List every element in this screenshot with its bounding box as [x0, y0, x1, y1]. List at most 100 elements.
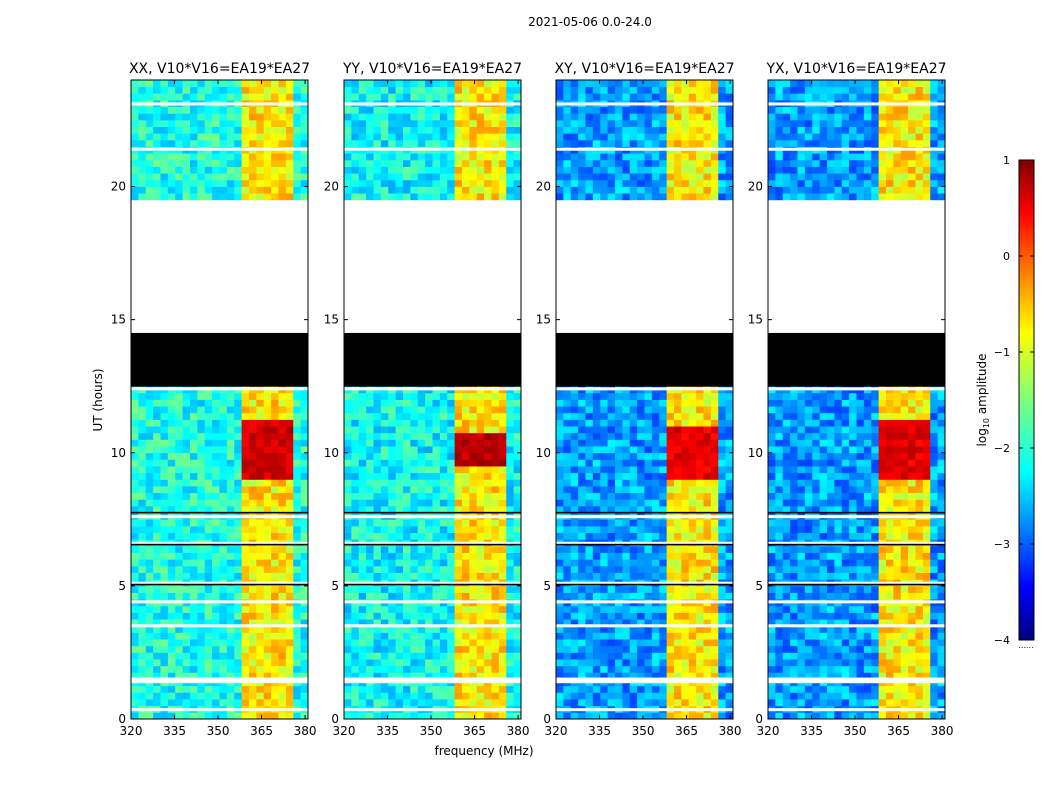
heatmap-cell	[688, 119, 697, 127]
heatmap-cell	[615, 552, 623, 560]
heatmap-cell	[644, 525, 653, 534]
heatmap-cell	[688, 532, 697, 540]
heatmap-cell	[447, 499, 456, 507]
heatmap-cell	[439, 632, 448, 640]
heatmap-cell	[688, 692, 697, 700]
heatmap-cell	[615, 659, 623, 667]
heatmap-cell	[241, 492, 250, 500]
heatmap-cell	[637, 712, 645, 720]
heatmap-cell	[718, 426, 727, 434]
heatmap-cell	[403, 492, 411, 500]
heatmap-cell	[651, 605, 660, 613]
heatmap-cell	[153, 592, 161, 600]
heatmap-cell	[681, 93, 690, 101]
heatmap-cell	[293, 173, 302, 181]
heatmap-cell	[454, 645, 463, 653]
heatmap-cell	[666, 685, 675, 693]
heatmap-cell	[447, 439, 456, 447]
heatmap-cell	[688, 432, 697, 440]
heatmap-cell	[410, 605, 419, 613]
heatmap-cell	[190, 565, 198, 573]
heatmap-cell	[278, 106, 287, 114]
heatmap-cell	[498, 139, 507, 147]
heatmap-cell	[197, 692, 206, 700]
heatmap-cell	[629, 585, 638, 593]
heatmap-cell	[622, 119, 631, 127]
heatmap-cell	[271, 532, 279, 540]
heatmap-cell	[285, 139, 294, 147]
heatmap-cell	[666, 106, 675, 114]
heatmap-cell	[403, 412, 411, 420]
heatmap-cell	[358, 552, 367, 560]
heatmap-cell	[204, 113, 213, 121]
heatmap-cell	[366, 426, 374, 434]
heatmap-cell	[696, 659, 704, 667]
heatmap-cell	[710, 692, 719, 700]
heatmap-cell	[592, 399, 601, 407]
heatmap-cell	[725, 619, 734, 627]
heatmap-cell	[300, 559, 309, 567]
heatmap-cell	[234, 506, 243, 514]
heatmap-cell	[190, 592, 198, 600]
heatmap-cell	[615, 519, 623, 527]
heatmap-cell	[725, 559, 734, 567]
heatmap-cell	[644, 712, 653, 720]
heatmap-cell	[234, 492, 243, 500]
heatmap-cell	[344, 712, 352, 720]
heatmap-cell	[380, 93, 389, 101]
heatmap-cell	[204, 559, 213, 567]
heatmap-cell	[615, 86, 623, 94]
heatmap-cell	[651, 632, 660, 640]
heatmap-cell	[410, 452, 419, 460]
heatmap-cell	[506, 552, 515, 560]
heatmap-cell	[600, 552, 609, 560]
heatmap-cell	[570, 619, 579, 627]
heatmap-cell	[212, 133, 220, 141]
heatmap-cell	[219, 506, 228, 514]
heatmap-cell	[469, 525, 478, 534]
heatmap-cell	[145, 685, 154, 693]
heatmap-cell	[563, 712, 572, 720]
heatmap-cell	[585, 126, 594, 134]
heatmap-cell	[425, 659, 433, 667]
heatmap-cell	[688, 585, 697, 593]
heatmap-cell	[271, 659, 279, 667]
heatmap-cell	[410, 426, 419, 434]
heatmap-cell	[622, 472, 631, 480]
heatmap-cell	[666, 532, 675, 540]
heatmap-cell	[681, 186, 690, 194]
heatmap-cell	[439, 113, 448, 121]
heatmap-cell	[725, 133, 734, 141]
heatmap-cell	[263, 499, 272, 507]
heatmap-cell	[358, 692, 367, 700]
heatmap-cell	[498, 565, 507, 573]
heatmap-cell	[145, 479, 154, 487]
heatmap-cell	[160, 392, 169, 400]
heatmap-cell	[674, 93, 682, 101]
heatmap-cell	[622, 659, 631, 667]
heatmap-cell	[570, 525, 579, 534]
heatmap-cell	[138, 585, 147, 593]
heatmap-cell	[710, 585, 719, 593]
heatmap-cell	[160, 499, 169, 507]
heatmap-cell	[513, 612, 522, 620]
heatmap-cell	[226, 645, 235, 653]
heatmap-cell	[425, 153, 433, 161]
heatmap-cell	[131, 179, 139, 187]
heatmap-cell	[351, 472, 360, 480]
heatmap-cell	[578, 426, 586, 434]
heatmap-cell	[285, 119, 294, 127]
heatmap-cell	[622, 412, 631, 420]
heatmap-cell	[607, 652, 616, 660]
heatmap-cell	[629, 106, 638, 114]
heatmap-cell	[637, 93, 645, 101]
heatmap-cell	[388, 639, 397, 647]
heatmap-cell	[570, 193, 579, 201]
heatmap-cell	[395, 639, 404, 647]
heatmap-cell	[592, 585, 601, 593]
heatmap-cell	[160, 559, 169, 567]
heatmap-cell	[469, 565, 478, 573]
heatmap-cell	[585, 439, 594, 447]
heatmap-cell	[425, 532, 433, 540]
heatmap-cell	[380, 592, 389, 600]
